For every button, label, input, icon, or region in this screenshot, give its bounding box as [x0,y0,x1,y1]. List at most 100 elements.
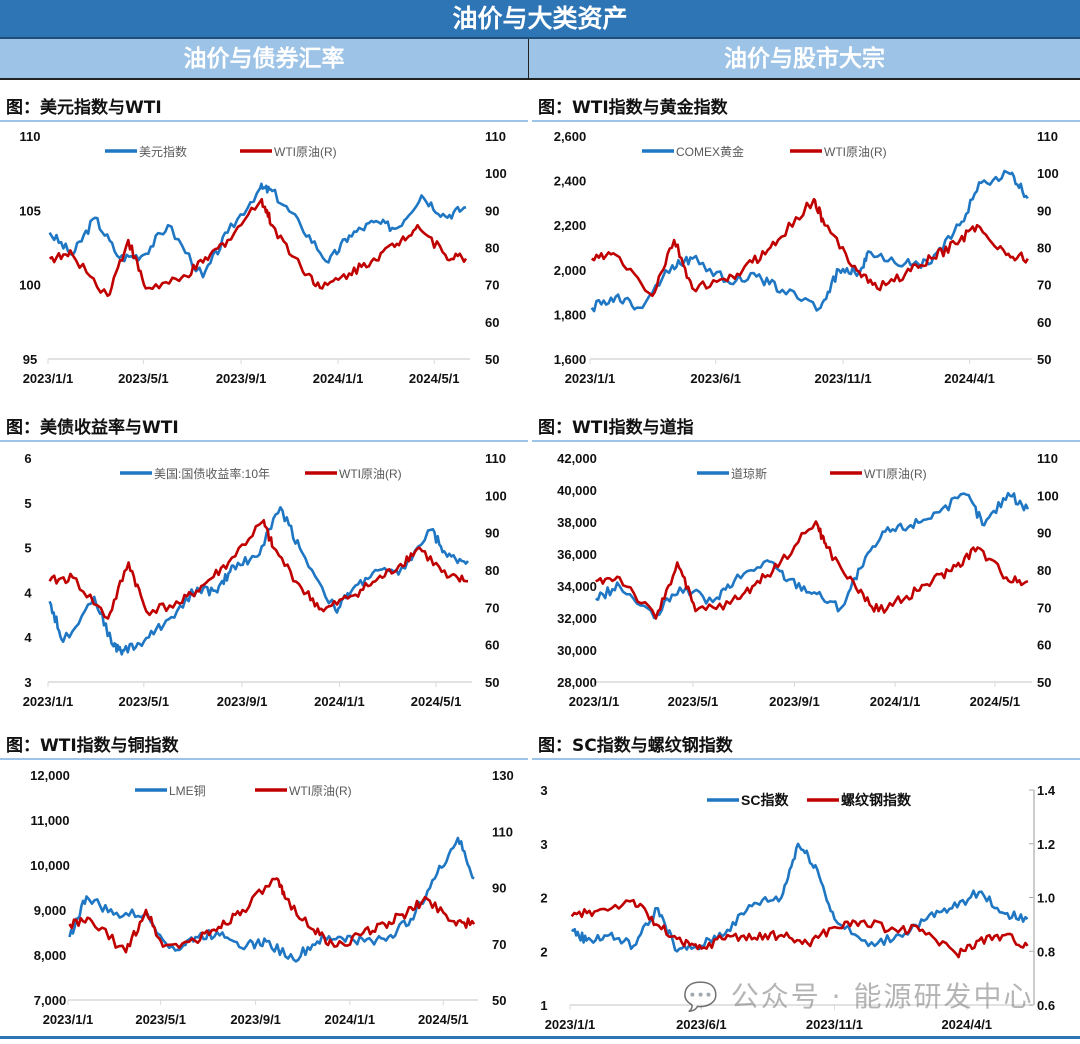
x-tick-label: 2024/5/1 [418,1012,469,1027]
y-left-tick-label: 8,000 [34,948,67,963]
chart-sc: 1 2 2 3 3 0.6 0.8 1.0 1.2 1.4 2023/1/1 2023/6/1 2023… [540,783,1056,1032]
y-right-tick-label: 50 [485,352,499,367]
y-left-tick-label: 34,000 [557,579,597,594]
series-line-secondary [68,877,476,954]
x-tick-label: 2023/1/1 [43,1012,94,1027]
legend-label: WTI原油(R) [274,145,337,159]
section-header-stocks-commodities: 油价与股市大宗 [529,39,1080,80]
series-line-secondary [570,898,1029,959]
legend-label: SC指数 [741,792,789,808]
x-tick-label: 2023/1/1 [23,694,74,709]
y-right-tick-label: 1.4 [1037,783,1056,798]
x-tick-label: 2024/4/1 [944,371,995,386]
x-tick-label: 2023/1/1 [545,1017,596,1032]
x-tick-label: 2023/5/1 [118,371,169,386]
x-tick-label: 2023/9/1 [230,1012,281,1027]
y-left-tick-label: 36,000 [557,547,597,562]
y-right-tick-label: 0.8 [1037,944,1055,959]
chart-panel-gold: 图：WTI指数与黄金指数 1,600 1,800 2,000 2,200 2,400 2,6… [532,95,1080,406]
y-left-tick-label: 10,000 [30,858,70,873]
x-tick-label: 2023/1/1 [569,694,620,709]
y-right-tick-label: 60 [1037,638,1051,653]
y-right-tick-label: 70 [492,937,506,952]
y-left-tick-label: 2,600 [554,129,587,144]
y-right-tick-label: 60 [485,638,499,653]
y-right-tick-label: 80 [485,241,499,256]
chart-title: 图：WTI指数与道指 [532,415,1080,442]
chart-panel-ust: 图：美债收益率与WTI 3 4 4 5 5 6 50 60 70 80 90 100 110 2023/1/… [0,415,528,726]
y-right-tick-label: 110 [1037,129,1058,144]
y-left-tick-label: 6 [24,451,31,466]
y-left-tick-label: 9,000 [34,903,67,918]
y-right-tick-label: 70 [1037,600,1051,615]
y-left-tick-label: 1,600 [554,352,587,367]
legend-label: WTI原油(R) [289,784,352,798]
x-tick-label: 2023/9/1 [769,694,820,709]
x-tick-label: 2023/11/1 [806,1017,863,1032]
y-left-tick-label: 105 [19,203,41,218]
y-right-tick-label: 50 [1037,675,1051,690]
y-right-tick-label: 110 [485,129,506,144]
y-left-tick-label: 1,800 [554,307,587,322]
y-left-tick-label: 4 [24,585,32,600]
chart-panel-dow: 图：WTI指数与道指 28,000 30,000 32,000 34,000 36,000… [532,415,1080,726]
y-left-tick-label: 28,000 [557,675,597,690]
x-tick-label: 2023/5/1 [135,1012,186,1027]
y-left-tick-label: 42,000 [557,451,597,466]
x-tick-label: 2024/1/1 [870,694,921,709]
y-left-tick-label: 5 [24,541,31,556]
y-right-tick-label: 100 [485,166,507,181]
y-left-tick-label: 2,000 [554,263,587,278]
y-left-tick-label: 32,000 [557,611,597,626]
y-right-tick-label: 70 [1037,278,1051,293]
section-header-bonds-fx: 油价与债券汇率 [0,39,529,80]
y-right-tick-label: 130 [492,768,514,783]
chart-panel-usd: 图：美元指数与WTI 95 100 105 110 50 60 70 80 90 100 110 202… [0,95,528,406]
wechat-icon: 💬 [683,980,731,1013]
y-left-tick-label: 5 [24,496,31,511]
legend-label: WTI原油(R) [824,145,887,159]
series-line-secondary [591,197,1029,298]
y-left-tick-label: 30,000 [557,643,597,658]
y-right-tick-label: 50 [485,675,499,690]
y-left-tick-label: 3 [540,837,547,852]
y-left-tick-label: 12,000 [30,768,70,783]
series-line-primary [571,842,1029,953]
x-tick-label: 2023/1/1 [565,371,616,386]
y-right-tick-label: 80 [1037,563,1051,578]
y-right-tick-label: 110 [492,824,513,839]
y-left-tick-label: 4 [24,630,32,645]
chart-title: 图：SC指数与螺纹钢指数 [532,733,1080,760]
x-tick-label: 2023/6/1 [690,371,741,386]
y-right-tick-label: 90 [485,526,499,541]
x-tick-label: 2023/11/1 [814,371,871,386]
y-left-tick-label: 100 [19,278,41,293]
chart-title: 图：WTI指数与黄金指数 [532,95,1080,122]
y-left-tick-label: 2 [540,944,547,959]
y-left-tick-label: 95 [23,352,37,367]
y-right-tick-label: 80 [1037,241,1051,256]
chart-usd: 95 100 105 110 50 60 70 80 90 100 110 2023/1/1 2023/… [19,129,507,386]
legend-label: WTI原油(R) [864,467,927,481]
y-right-tick-label: 110 [1037,451,1058,466]
series-line-primary [48,506,470,656]
x-tick-label: 2023/9/1 [216,371,267,386]
y-right-tick-label: 90 [1037,526,1051,541]
y-left-tick-label: 3 [24,675,31,690]
x-tick-label: 2024/5/1 [970,694,1021,709]
chart-title: 图：美债收益率与WTI [0,415,528,442]
y-left-tick-label: 110 [20,129,41,144]
y-right-tick-label: 1.2 [1037,837,1055,852]
chart-title: 图：WTI指数与铜指数 [0,733,528,760]
series-line-primary [48,182,467,279]
watermark: 💬 公众号 · 能源研发中心 [683,980,1034,1013]
legend-label: WTI原油(R) [339,467,402,481]
y-left-tick-label: 40,000 [557,483,597,498]
x-tick-label: 2024/5/1 [409,371,460,386]
x-tick-label: 2023/1/1 [23,371,74,386]
y-right-tick-label: 0.6 [1037,998,1055,1013]
series-line-primary [68,836,475,963]
series-line-secondary [48,197,468,298]
chart-title: 图：美元指数与WTI [0,95,528,122]
series-line-primary [595,491,1030,620]
